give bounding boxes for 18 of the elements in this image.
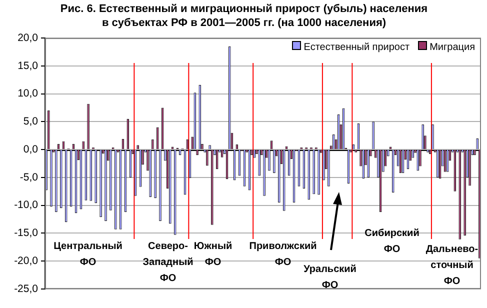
- y-tick-label: 5,0: [23, 116, 38, 128]
- annotation: Сибирский ФО: [364, 228, 420, 255]
- y-tick-label: 0,0: [23, 143, 38, 156]
- annotation: Дальнево- сточный ФО: [426, 244, 478, 287]
- chart-title: Рис. 6. Естественный и миграционный прирост (убыль) населения в субъектах РФ в 2001—2005 гг. (на 1000 населения): [59, 2, 429, 30]
- y-tick-label: -25,0: [14, 282, 38, 295]
- y-tick-label: -15,0: [14, 227, 38, 240]
- legend-label: Миграция: [428, 41, 475, 53]
- y-tick-label: -5,0: [20, 171, 38, 184]
- y-tick-label: 15,0: [18, 60, 38, 72]
- annotation: Центральный ФО: [54, 240, 122, 268]
- annotation: Южный ФО: [194, 240, 232, 268]
- y-tick-label: 10,0: [18, 88, 38, 100]
- annotation: Северо- Западный ФО: [142, 240, 194, 284]
- y-tick-label: -20,0: [14, 255, 38, 267]
- legend-label: Естественный прирост: [302, 41, 410, 53]
- y-tick-label: 20,0: [18, 32, 38, 44]
- y-tick-label: -10,0: [14, 199, 38, 212]
